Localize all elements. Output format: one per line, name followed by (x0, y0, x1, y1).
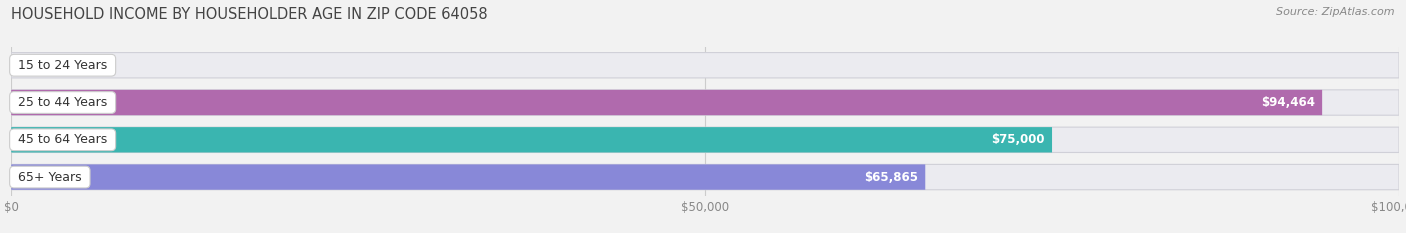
FancyBboxPatch shape (11, 53, 1399, 78)
FancyBboxPatch shape (11, 164, 1399, 190)
Text: 65+ Years: 65+ Years (14, 171, 86, 184)
Text: 15 to 24 Years: 15 to 24 Years (14, 59, 111, 72)
Text: HOUSEHOLD INCOME BY HOUSEHOLDER AGE IN ZIP CODE 64058: HOUSEHOLD INCOME BY HOUSEHOLDER AGE IN Z… (11, 7, 488, 22)
FancyBboxPatch shape (11, 127, 1399, 152)
Text: $94,464: $94,464 (1261, 96, 1315, 109)
Text: $65,865: $65,865 (865, 171, 918, 184)
Text: $75,000: $75,000 (991, 133, 1045, 146)
Text: 25 to 44 Years: 25 to 44 Years (14, 96, 111, 109)
FancyBboxPatch shape (11, 164, 925, 190)
FancyBboxPatch shape (11, 90, 1399, 115)
Text: $0: $0 (22, 59, 37, 72)
Text: 45 to 64 Years: 45 to 64 Years (14, 133, 111, 146)
FancyBboxPatch shape (11, 127, 1052, 152)
FancyBboxPatch shape (11, 90, 1322, 115)
Text: Source: ZipAtlas.com: Source: ZipAtlas.com (1277, 7, 1395, 17)
